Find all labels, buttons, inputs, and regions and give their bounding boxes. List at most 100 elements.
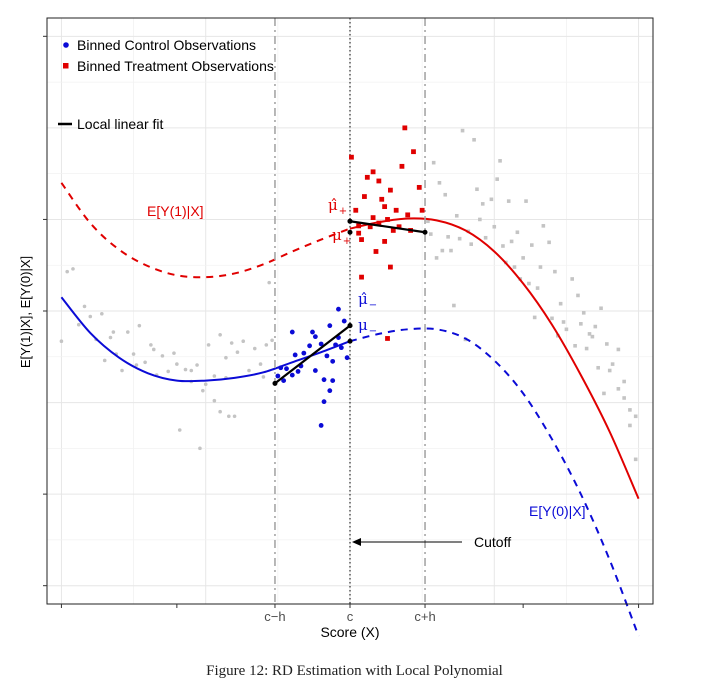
data-point [399,163,405,169]
control-curve-label: E[Y(0)|X] [529,503,586,519]
data-point [472,137,476,142]
data-point [558,301,563,306]
data-point [596,365,600,370]
mu_minus_hat-marker [347,323,353,329]
data-point [356,223,362,229]
fit-endpoint [272,380,278,386]
data-point [628,408,632,412]
data-point [356,230,362,236]
y-axis-label: E[Y(1)|X], E[Y(0)|X] [18,256,33,368]
data-point [229,341,234,345]
data-point [292,352,298,358]
data-point [443,192,448,197]
data-point [385,217,390,222]
data-point [390,228,396,233]
data-point [198,446,202,451]
data-point [367,224,373,230]
data-point [284,366,289,372]
data-point [321,377,327,383]
local-linear-fit-left [274,324,351,385]
data-point [212,398,217,403]
data-point [301,350,307,356]
data-point [264,343,269,347]
treated-curve-label: E[Y(1)|X] [147,203,204,219]
mu-plus-label-subscript: + [343,236,351,247]
mu_minus-marker [347,338,353,344]
data-point [359,274,364,280]
mu-minus-hat-label-subscript: − [369,300,377,311]
data-point [610,362,615,366]
data-point [419,207,425,213]
data-point [82,304,87,309]
regression-curves [60,182,640,637]
data-point [370,215,376,221]
data-point [440,248,445,253]
data-point [227,414,231,419]
mu_plus_hat-marker [347,218,353,224]
x-axis-label: Score (X) [320,624,379,640]
data-point [312,368,318,373]
data-point [261,375,266,379]
data-point [100,311,104,316]
data-point [550,316,554,321]
data-point [206,343,211,347]
data-point [126,330,130,334]
mu_plus-marker [347,229,353,235]
data-point [195,363,199,367]
data-point [218,333,222,337]
data-point [333,342,338,348]
data-point [175,362,179,366]
cutoff-lines [274,18,426,604]
data-point [379,196,385,202]
control-curve-dashed [349,327,640,637]
data-point [370,169,376,175]
data-point [509,239,514,244]
data-point [310,329,315,335]
data-point [108,335,113,340]
data-point [561,320,566,324]
data-point [160,354,165,358]
data-point [602,391,606,396]
data-point [172,351,176,355]
legend-swatch-control [63,42,69,48]
x-tick-label: c [347,609,354,624]
data-point [501,244,505,248]
data-point [584,346,589,351]
data-point [457,236,462,241]
data-point [252,346,257,351]
data-point [402,125,408,131]
data-point [579,322,583,326]
data-point [538,265,543,269]
data-point [59,339,64,344]
data-point [189,368,194,373]
data-point [530,243,534,247]
data-point [535,286,540,290]
data-point [373,249,379,254]
data-point [521,256,525,260]
data-point [616,387,621,391]
data-point [426,219,430,224]
data-point [405,212,411,218]
legend: Binned Control Observations Binned Treatm… [58,37,274,132]
data-point [88,314,93,319]
legend-label: Local linear fit [77,116,163,132]
data-point [480,202,485,206]
data-point [376,220,382,226]
data-point [270,338,274,343]
data-point [137,323,142,328]
data-point [258,362,263,366]
data-point [111,330,116,334]
control-curve-solid [60,296,351,383]
data-point [431,160,436,165]
data-point [344,355,350,361]
data-point [120,368,124,373]
data-point [364,174,370,180]
data-point [587,332,592,336]
data-point [607,368,612,373]
data-point [318,341,324,347]
data-point [489,197,494,202]
data-point [396,224,402,230]
data-point [382,239,388,244]
data-point [281,378,287,383]
